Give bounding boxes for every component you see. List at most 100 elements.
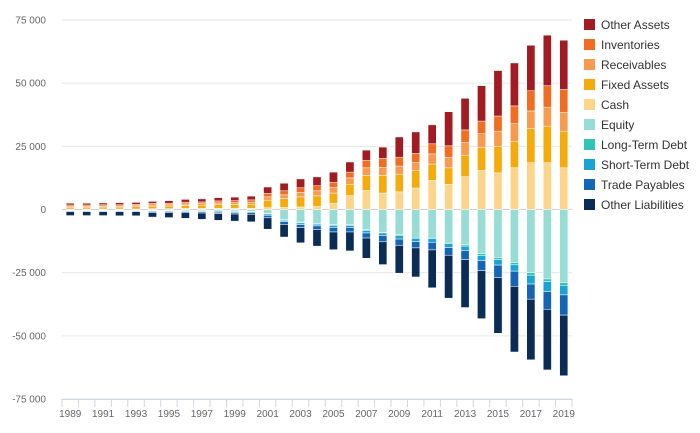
bar-segment-other-assets bbox=[263, 186, 273, 194]
bar-segment-cash bbox=[427, 180, 437, 210]
bar-segment-other-liabilities bbox=[559, 314, 569, 377]
bar-segment-inventories bbox=[361, 159, 371, 169]
bar-segment-other-assets bbox=[213, 197, 223, 202]
legend-swatch bbox=[584, 39, 595, 50]
y-tick-label: 25 000 bbox=[15, 142, 46, 153]
bar-segment-receivables bbox=[477, 133, 486, 148]
bar-segment-other-assets bbox=[427, 124, 437, 145]
bar-segment-trade-payables bbox=[394, 238, 404, 246]
bar-segment-other-assets bbox=[230, 196, 240, 201]
bar-segment-inventories bbox=[263, 193, 273, 198]
bar-segment-receivables bbox=[263, 196, 273, 201]
bar-segment-inventories bbox=[246, 199, 256, 203]
bar-segment-long-term-debt bbox=[493, 257, 503, 260]
bar-segment-other-assets bbox=[361, 149, 371, 161]
bar-segment-equity bbox=[493, 209, 503, 258]
x-tick-label: 2017 bbox=[520, 409, 543, 420]
bar-segment-inventories bbox=[510, 105, 519, 124]
bar-segment-receivables bbox=[444, 156, 453, 169]
bar-segment-equity bbox=[542, 209, 552, 280]
bar-segment-fixed-assets bbox=[559, 130, 569, 169]
bar-segment-equity bbox=[526, 209, 536, 273]
bar-segment-inventories bbox=[329, 181, 338, 188]
x-tick-label: 1991 bbox=[92, 409, 115, 420]
bar-segment-other-assets bbox=[148, 201, 157, 204]
bar-segment-other-assets bbox=[411, 131, 421, 154]
legend-label[interactable]: Trade Payables bbox=[601, 178, 685, 192]
legend-label[interactable]: Long-Term Debt bbox=[601, 138, 688, 152]
bar-segment-other-liabilities bbox=[296, 227, 305, 244]
bar-segment-trade-payables bbox=[312, 225, 322, 230]
bar-segment-trade-payables bbox=[444, 247, 453, 256]
bar-segment-other-assets bbox=[329, 171, 338, 183]
bar-segment-trade-payables bbox=[427, 242, 437, 251]
bar-segment-short-term-debt bbox=[329, 225, 338, 228]
bar-segment-short-term-debt bbox=[460, 245, 470, 251]
bar-segment-other-liabilities bbox=[82, 211, 92, 216]
bar-segment-fixed-assets bbox=[131, 206, 141, 210]
bar-segment-other-assets bbox=[477, 85, 486, 122]
bar-segment-trade-payables bbox=[510, 270, 519, 287]
x-tick-label: 1997 bbox=[191, 409, 214, 420]
bar-segment-cash bbox=[296, 206, 305, 210]
x-tick-label: 2005 bbox=[322, 409, 345, 420]
legend-label[interactable]: Fixed Assets bbox=[601, 78, 669, 92]
bar-segment-fixed-assets bbox=[345, 183, 355, 196]
bar-segment-short-term-debt bbox=[444, 243, 453, 248]
legend-label[interactable]: Equity bbox=[601, 118, 634, 132]
bar-segment-inventories bbox=[394, 156, 404, 167]
bar-segment-trade-payables bbox=[329, 227, 338, 233]
bar-segment-trade-payables bbox=[361, 232, 371, 239]
y-tick-label: -25 000 bbox=[12, 268, 46, 279]
legend-label[interactable]: Receivables bbox=[601, 58, 666, 72]
bar-segment-other-liabilities bbox=[444, 254, 453, 299]
y-tick-label: -50 000 bbox=[12, 331, 46, 342]
bar-segment-cash bbox=[526, 162, 536, 210]
legend-label[interactable]: Other Liabilities bbox=[601, 198, 684, 212]
bar-segment-short-term-debt bbox=[427, 238, 437, 243]
bar-segment-other-liabilities bbox=[164, 212, 174, 218]
bar-segment-trade-payables bbox=[542, 291, 552, 310]
bar-stacks bbox=[65, 34, 569, 377]
bar-segment-inventories bbox=[542, 85, 552, 108]
bar-segment-receivables bbox=[296, 192, 305, 198]
bar-segment-fixed-assets bbox=[394, 173, 404, 193]
bar-segment-fixed-assets bbox=[246, 203, 256, 209]
legend-swatch bbox=[584, 139, 595, 150]
bar-segment-other-liabilities bbox=[131, 211, 141, 217]
bar-segment-receivables bbox=[394, 165, 404, 175]
bar-segment-receivables bbox=[460, 142, 470, 156]
bar-segment-short-term-debt bbox=[378, 232, 388, 236]
legend-swatch bbox=[584, 179, 595, 190]
legend-label[interactable]: Cash bbox=[601, 98, 629, 112]
bar-segment-other-assets bbox=[559, 39, 569, 90]
bar-segment-equity bbox=[361, 209, 371, 230]
legend-label[interactable]: Other Assets bbox=[601, 18, 670, 32]
bar-segment-cash bbox=[394, 191, 404, 210]
legend-swatch bbox=[584, 19, 595, 30]
bar-segment-equity bbox=[263, 209, 273, 214]
legend-label[interactable]: Short-Term Debt bbox=[601, 158, 690, 172]
bar-segment-receivables bbox=[526, 110, 536, 129]
bar-segment-receivables bbox=[427, 153, 437, 165]
bar-segment-fixed-assets bbox=[460, 154, 470, 177]
bar-segment-trade-payables bbox=[345, 227, 355, 233]
bar-segment-fixed-assets bbox=[213, 204, 223, 209]
bar-segment-inventories bbox=[230, 200, 240, 203]
bar-segment-other-liabilities bbox=[329, 231, 338, 250]
bar-segment-cash bbox=[510, 167, 519, 210]
legend-label[interactable]: Inventories bbox=[601, 38, 660, 52]
bar-segment-other-assets bbox=[65, 202, 75, 206]
bar-segment-cash bbox=[444, 183, 453, 210]
bar-segment-fixed-assets bbox=[279, 198, 289, 208]
bar-segment-short-term-debt bbox=[411, 238, 421, 242]
bar-segment-receivables bbox=[213, 202, 223, 205]
bar-segment-other-liabilities bbox=[510, 286, 519, 353]
bar-segment-fixed-assets bbox=[526, 128, 536, 164]
bar-segment-other-liabilities bbox=[460, 259, 470, 308]
bar-segment-trade-payables bbox=[493, 264, 503, 278]
bar-segment-other-liabilities bbox=[427, 249, 437, 289]
bar-segment-equity bbox=[477, 209, 486, 254]
bar-segment-fixed-assets bbox=[164, 205, 174, 209]
bar-segment-fixed-assets bbox=[411, 170, 421, 189]
